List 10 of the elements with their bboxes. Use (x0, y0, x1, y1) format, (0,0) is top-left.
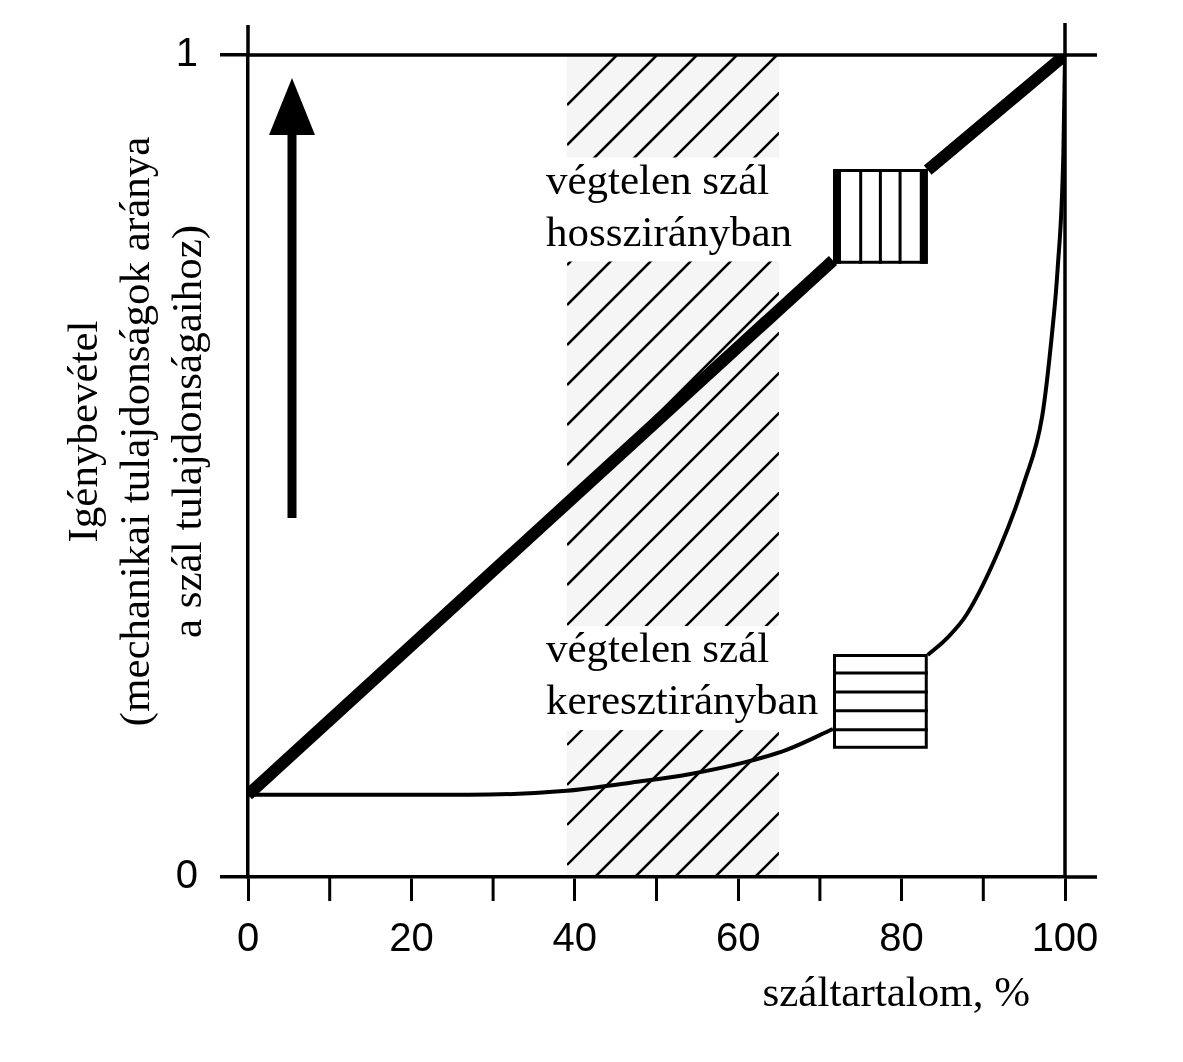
y-axis-title: Igénybevétel (mechanikai tulajdonságok aránya a szál tulajdonságaihoz) (59, 136, 212, 727)
x-tick-label: 40 (552, 915, 598, 960)
x-tick-label: 0 (236, 915, 260, 960)
x-tick-label: 100 (1031, 915, 1099, 960)
x-axis-title: száltartalom, % (762, 968, 1030, 1016)
x-tick-label: 80 (879, 915, 924, 960)
x-tick-label: 20 (389, 915, 434, 960)
x-tick-label: 60 (715, 915, 761, 960)
y-tick-label: 1 (175, 30, 198, 75)
annotation: végtelen szál keresztirányban (545, 624, 819, 724)
